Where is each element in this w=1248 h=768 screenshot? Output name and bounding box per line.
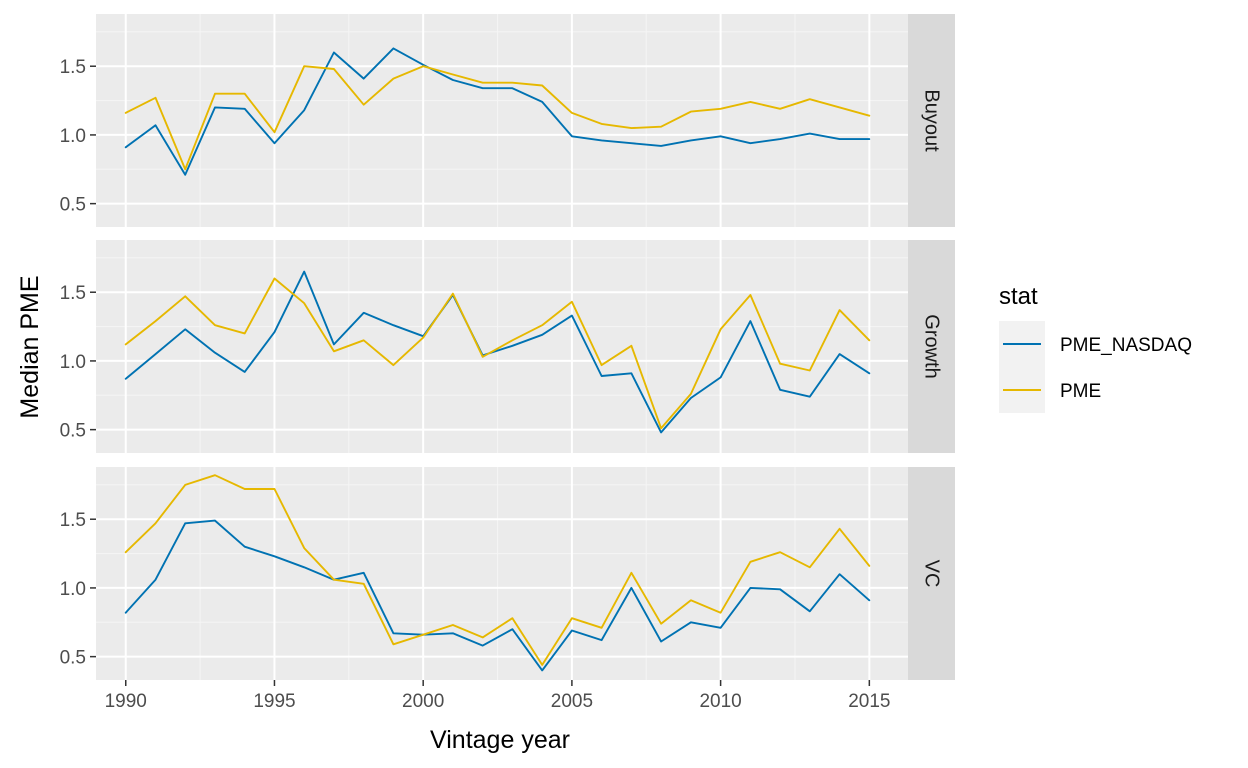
facet-strip bbox=[908, 14, 955, 227]
series-line-pme-nasdaq bbox=[124, 270, 871, 434]
facet-strip-label: VC bbox=[921, 560, 943, 588]
series-line-pme bbox=[124, 65, 871, 171]
series-line-pme bbox=[124, 277, 871, 430]
facet-strip bbox=[908, 467, 955, 680]
legend-label: PME_NASDAQ bbox=[1060, 335, 1192, 356]
facet-strip bbox=[908, 240, 955, 453]
series-line-pme-nasdaq bbox=[124, 519, 871, 672]
legend-title: stat bbox=[999, 283, 1038, 310]
panel-background bbox=[96, 14, 908, 227]
facet-strip-label: Growth bbox=[921, 314, 943, 378]
y-tick-label: 1.0 bbox=[60, 579, 86, 600]
y-tick-label: 0.5 bbox=[60, 421, 86, 442]
y-tick-label: 1.0 bbox=[60, 126, 86, 147]
x-tick-label: 2010 bbox=[699, 691, 741, 712]
y-tick-label: 0.5 bbox=[60, 648, 86, 669]
facet-panels: 0.5 1.0 1.5 Buyout 0.5 1.0 1.5 Growth 0.5 1.0 1.5 V… bbox=[60, 14, 955, 680]
x-tick-label: 2005 bbox=[551, 691, 593, 712]
facet-strip-label: Buyout bbox=[921, 89, 943, 152]
y-tick-label: 1.0 bbox=[60, 352, 86, 373]
y-tick-label: 0.5 bbox=[60, 195, 86, 216]
y-axis-title: Median PME bbox=[16, 275, 44, 418]
legend-label: PME bbox=[1060, 381, 1101, 402]
y-tick-label: 1.5 bbox=[60, 283, 86, 304]
x-axis-ticks: 1990 1995 2000 2005 2010 2015 bbox=[105, 680, 890, 712]
legend: stat PME_NASDAQ PME bbox=[999, 283, 1192, 413]
facet-panel-growth: 0.5 1.0 1.5 Growth bbox=[60, 240, 955, 453]
x-tick-label: 1995 bbox=[253, 691, 295, 712]
facet-panel-buyout: 0.5 1.0 1.5 Buyout bbox=[60, 14, 955, 227]
series-line-pme-nasdaq bbox=[124, 47, 871, 176]
y-tick-label: 1.5 bbox=[60, 510, 86, 531]
x-tick-label: 1990 bbox=[105, 691, 147, 712]
x-axis-title: Vintage year bbox=[430, 726, 570, 754]
x-tick-label: 2015 bbox=[848, 691, 890, 712]
x-tick-label: 2000 bbox=[402, 691, 444, 712]
facet-panel-vc: 0.5 1.0 1.5 VC bbox=[60, 467, 955, 680]
panel-background bbox=[96, 467, 908, 680]
y-tick-label: 1.5 bbox=[60, 57, 86, 78]
series-line-pme bbox=[124, 474, 871, 666]
